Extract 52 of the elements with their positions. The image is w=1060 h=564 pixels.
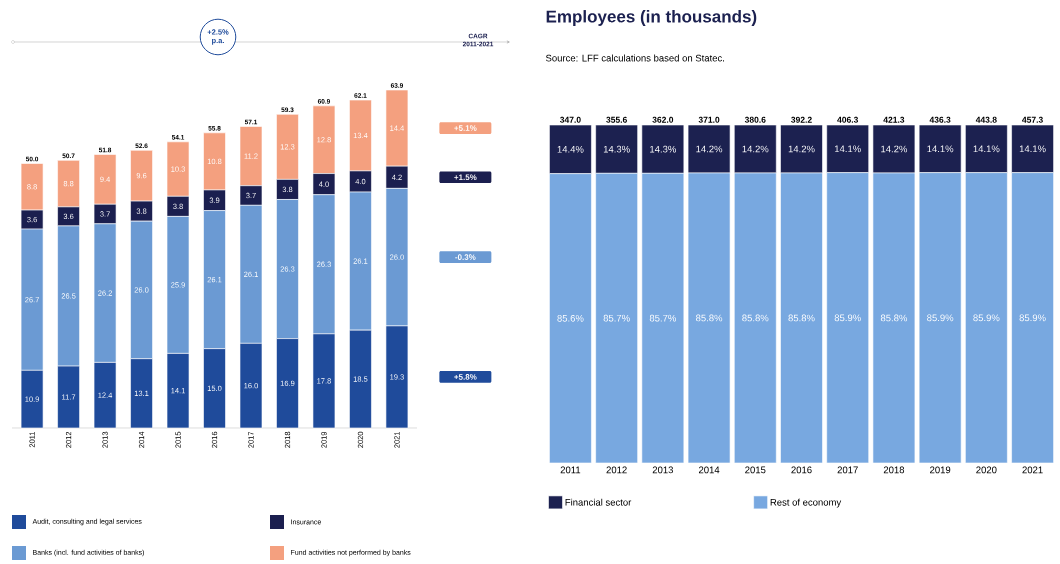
annotation: 347.0 (559, 116, 581, 123)
x-tick-label: 2020 (976, 466, 997, 474)
annotation: 380.6 (744, 116, 766, 123)
data-label: 14.3% (603, 145, 630, 153)
chart-subtitle: Source: LFF calculations based on Statec. (545, 54, 725, 62)
data-label: 14.2% (881, 145, 908, 153)
x-tick-label: 2014 (698, 466, 720, 474)
annotation: 443.8 (975, 116, 997, 123)
x-tick-label: 2013 (652, 466, 673, 474)
data-label: 85.7% (649, 314, 676, 322)
data-label: 85.9% (1019, 314, 1046, 322)
x-tick-label: 2011 (560, 466, 581, 474)
annotation: 392.2 (791, 116, 812, 123)
text: -0.3% (455, 254, 476, 260)
legend-label: Financial sector (565, 498, 632, 506)
annotation: 421.3 (883, 116, 905, 123)
data-label: 14.1% (834, 145, 861, 153)
annotation: 436.3 (929, 116, 951, 123)
annotation: 362.0 (652, 116, 674, 123)
data-label: 14.4% (557, 146, 584, 153)
annotation: 355.6 (606, 116, 627, 123)
x-tick-label: 2016 (791, 466, 812, 474)
data-label: 14.1% (973, 145, 1000, 153)
data-label: 14.1% (927, 145, 954, 153)
x-tick-label: 2018 (883, 466, 905, 474)
x-tick-label: 2019 (930, 466, 951, 474)
data-label: 85.8% (880, 314, 908, 322)
data-label: 85.7% (603, 314, 630, 322)
legend-label: Rest of economy (770, 498, 842, 508)
annotation: 371.0 (698, 116, 720, 123)
data-label: 14.1% (1019, 145, 1046, 153)
text: +1.5% (454, 174, 477, 181)
data-label: 85.9% (973, 314, 1000, 322)
data-label: 85.6% (557, 314, 584, 322)
chart-title: Employees (in thousands) (546, 10, 757, 26)
data-label: 85.9% (834, 314, 861, 322)
data-label: 85.8% (742, 314, 769, 322)
text: +5.8% (454, 374, 477, 380)
annotation: 406.3 (837, 116, 859, 123)
x-tick-label: 2017 (837, 466, 858, 474)
data-label: 14.2% (696, 145, 723, 153)
data-label: 85.9% (927, 314, 954, 322)
data-label: 85.8% (788, 314, 815, 322)
x-tick-label: 2015 (745, 466, 766, 474)
data-label: 14.2% (788, 145, 815, 153)
text: +5.1% (454, 125, 477, 131)
x-tick-label: 2021 (1022, 466, 1043, 474)
data-label: 14.2% (742, 145, 769, 153)
data-label: 14.3% (650, 145, 676, 153)
data-label: 85.8% (696, 314, 723, 322)
x-tick-label: 2012 (606, 466, 627, 474)
annotation: 457.3 (1022, 116, 1043, 123)
